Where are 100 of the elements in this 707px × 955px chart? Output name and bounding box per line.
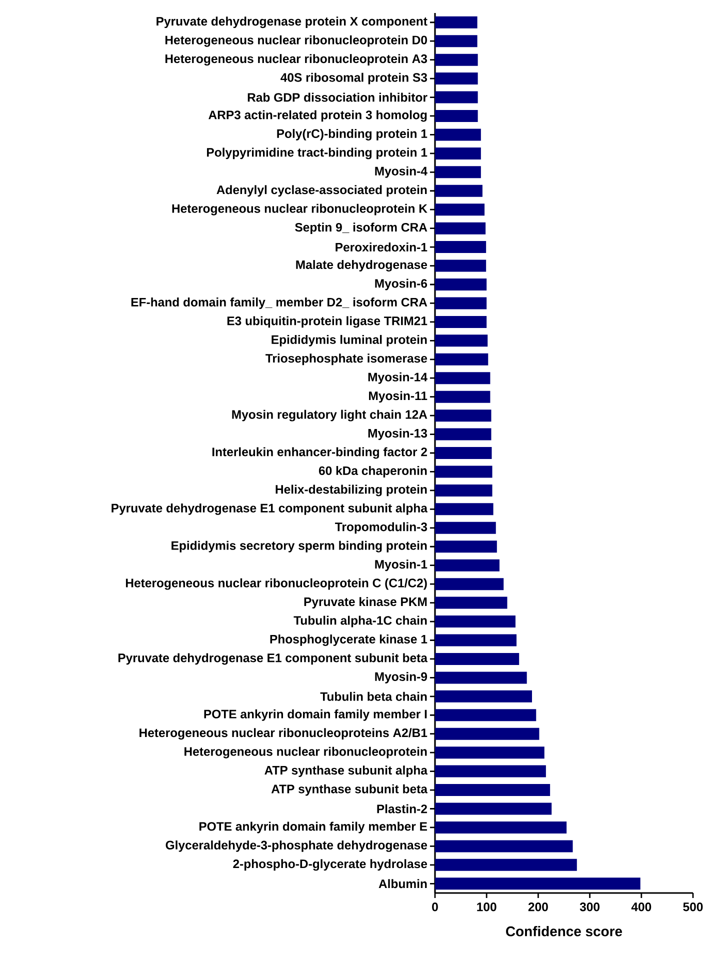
bar (435, 503, 494, 516)
bar (435, 466, 493, 478)
bar (435, 578, 504, 590)
y-tick-label: Triosephosphate isomerase (266, 354, 428, 366)
bar (435, 858, 578, 871)
y-tick-label: Peroxiredoxin-1 (336, 242, 428, 252)
bar (435, 353, 488, 366)
bar (435, 765, 546, 778)
y-tick-label: Interleukin enhancer-binding factor 2 (212, 447, 428, 459)
y-tick-label: Phosphoglycerate kinase 1 (270, 634, 428, 646)
bar (435, 802, 552, 815)
y-tick-label: Tubulin beta chain (320, 692, 427, 701)
y-tick-label: POTE ankyrin domain family member I (204, 709, 427, 721)
y-tick-label: Epididymis luminal protein (272, 334, 427, 346)
y-tick-label: POTE ankyrin domain family member E (200, 822, 428, 834)
bar (435, 91, 478, 104)
y-tick-label: Heterogeneous nuclear ribonucleoproteins A2/B1 (140, 728, 428, 740)
y-tick-label: 40S ribosomal protein S3 (280, 72, 428, 84)
y-tick-label: Poly(rC)-binding protein 1 (277, 128, 428, 140)
bar (435, 484, 493, 496)
bar (435, 634, 517, 646)
y-tick-label: Myosin-6 (375, 278, 428, 290)
y-tick-label: EF-hand domain family_ member D2_ isoform CRA (132, 298, 428, 309)
x-tick-label: 200 (528, 902, 548, 912)
y-tick-label: Glyceraldehyde-3-phosphate dehydrogenase (166, 840, 428, 852)
bar (435, 428, 492, 440)
y-tick-label: ARP3 actin-related protein 3 homolog (208, 110, 427, 122)
bar (435, 260, 486, 272)
x-axis-title: Confidence score (506, 926, 622, 936)
bar (435, 540, 498, 553)
bar (435, 204, 485, 216)
y-tick-label: Myosin-14 (368, 372, 428, 384)
bar (435, 821, 567, 834)
bar (435, 672, 528, 684)
bar (435, 278, 487, 290)
bar (435, 297, 487, 310)
bar (435, 784, 550, 796)
bar (435, 652, 520, 665)
y-tick-label: Adenylyl cyclase-associated protein (216, 185, 427, 197)
x-tick-label: 500 (683, 902, 703, 912)
y-tick-label: Epididymis secretory sperm binding protein (172, 540, 427, 552)
y-tick-label: Heterogeneous nuclear ribonucleoprotein D0 (166, 35, 428, 47)
y-tick-label: Pyruvate kinase PKM (304, 597, 427, 609)
bar (435, 372, 490, 384)
bar (435, 334, 488, 347)
bar (435, 110, 478, 122)
y-tick-label: Polypyrimidine tract-binding protein 1 (207, 148, 428, 160)
bar (435, 616, 516, 628)
y-tick-label: Pyruvate dehydrogenase E1 component subunit beta (118, 653, 428, 665)
x-tick-label: 100 (477, 902, 497, 912)
y-tick-label: Malate dehydrogenase (296, 260, 428, 272)
y-tick-label: Myosin-4 (375, 166, 428, 178)
bar (435, 522, 496, 534)
bar (435, 878, 641, 890)
bar (435, 222, 486, 234)
y-tick-label: Myosin-1 (375, 560, 428, 572)
x-tick-label: 300 (580, 902, 600, 912)
bar (435, 72, 478, 85)
y-tick-label: Septin 9_ isoform CRA (295, 222, 428, 234)
bar (435, 690, 532, 702)
y-tick-label: ATP synthase subunit alpha (264, 766, 428, 778)
bar (435, 596, 508, 609)
y-tick-label: Myosin-11 (369, 391, 428, 403)
bar (435, 728, 540, 740)
y-tick-label: Myosin-9 (375, 672, 428, 684)
bar (435, 746, 545, 759)
x-tick-label: 400 (632, 902, 652, 912)
bar (435, 410, 492, 422)
bar (435, 184, 483, 197)
y-tick-label: Pyruvate dehydrogenase protein X component (156, 16, 428, 28)
bar (435, 390, 490, 403)
bar (435, 241, 486, 254)
bar (435, 54, 478, 66)
bar (435, 709, 536, 722)
y-tick-label: Plastin-2 (377, 804, 428, 814)
bar (435, 166, 482, 178)
y-tick-label: Tropomodulin-3 (335, 522, 428, 534)
y-tick-label: Heterogeneous nuclear ribonucleoprotein K (172, 204, 428, 216)
bar (435, 559, 500, 572)
y-tick-label: 60 kDa chaperonin (319, 466, 427, 478)
y-tick-label: Heterogeneous nuclear ribonucleoprotein (184, 746, 427, 758)
y-tick-label: Myosin-13 (368, 428, 428, 440)
bar (435, 128, 482, 141)
bar (435, 840, 573, 852)
y-tick-label: ATP synthase subunit beta (272, 784, 428, 796)
y-tick-label: E3 ubiquitin-protein ligase TRIM21 (228, 316, 428, 328)
bar (435, 147, 482, 160)
y-tick-label: Pyruvate dehydrogenase E1 component subunit alpha (112, 503, 428, 515)
y-tick-label: Rab GDP dissociation inhibitor (248, 92, 428, 102)
y-tick-label: Helix-destabilizing protein (276, 484, 427, 496)
y-tick-label: Tubulin alpha-1C chain (294, 616, 427, 628)
bar (435, 447, 492, 460)
y-tick-label: Heterogeneous nuclear ribonucleoprotein C (C1/C2) (126, 578, 428, 590)
bar (435, 316, 487, 328)
y-tick-label: Myosin regulatory light chain 12A (232, 410, 428, 422)
bar (435, 16, 478, 28)
y-tick-label: 2-phospho-D-glycerate hydrolase (233, 859, 428, 871)
y-tick-label: Heterogeneous nuclear ribonucleoprotein A3 (166, 54, 428, 66)
bar (435, 35, 478, 48)
x-tick-label: 0 (432, 902, 438, 912)
